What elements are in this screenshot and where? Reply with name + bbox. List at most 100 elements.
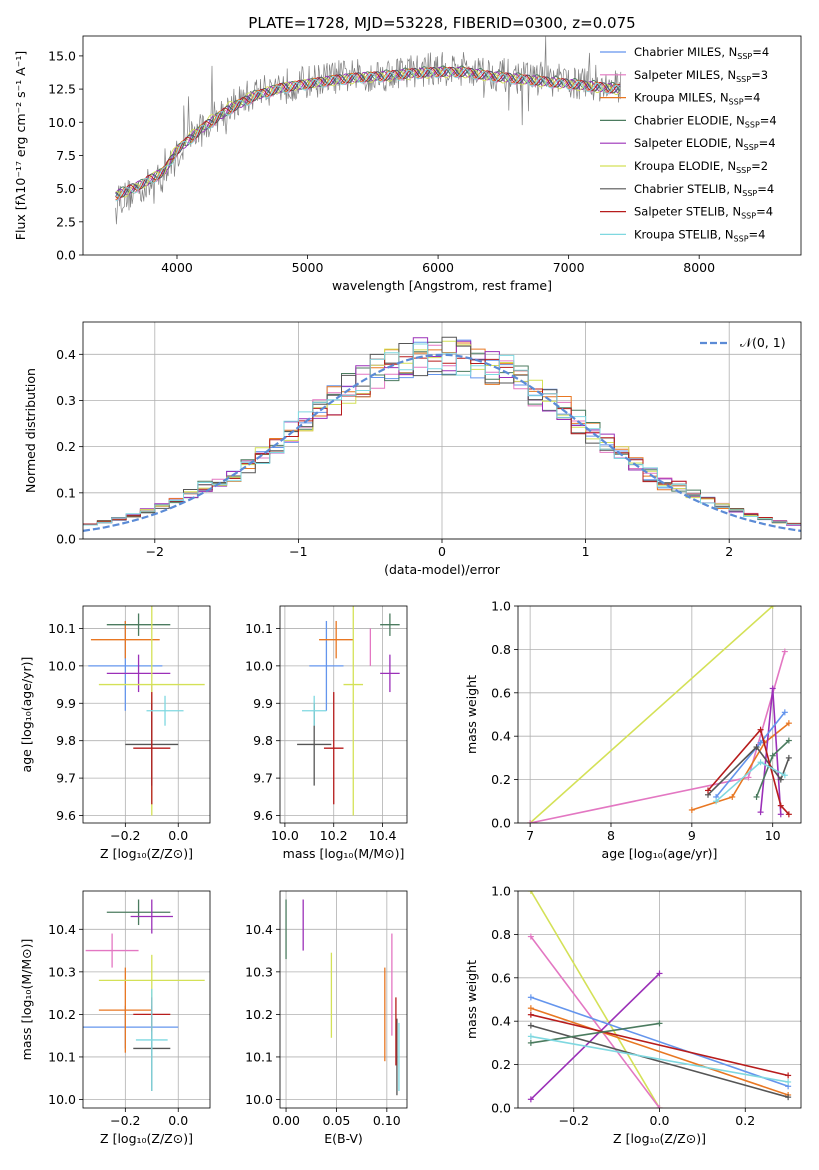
y-axis-label: Normed distribution [23,368,38,493]
x-tick-label: 2 [725,544,733,559]
y-axis-label: Flux [fλ10⁻¹⁷ erg cm⁻² s⁻¹ A⁻¹] [13,51,28,240]
model-line-9 [115,68,621,202]
y-tick-label: 10.4 [48,922,76,937]
x-tick-label: 5000 [292,260,324,275]
panel-1: 4000 5000 6000 7000 8000 0.0 2.5 5.0 7.5 10.0 12.5… [13,14,802,293]
y-tick-label: 2.5 [56,214,76,229]
x-tick-label: −1 [289,544,307,559]
panel-8-frame [517,890,802,1109]
panel-6-frame [82,890,211,1109]
error-bar-9 [135,988,168,1091]
y-tick-label: 9.9 [253,696,273,711]
x-axis-label: Z [log₁₀(Z/Z⊙)] [100,846,193,861]
panel-4-frame [279,605,408,824]
error-bar-3 [98,967,152,1053]
y-tick-label: 10.3 [245,964,273,979]
weight-line-2 [530,936,661,1108]
model-line-8 [115,66,621,199]
legend-label: Chabrier ELODIE, NSSP=4 [634,113,777,129]
legend-label: Kroupa MILES, NSSP=4 [634,91,760,107]
y-tick-label: 10.2 [245,1007,273,1022]
x-tick-label: 10.0 [271,828,299,843]
y-tick-label: 0.2 [491,772,511,787]
y-tick-label: 0.0 [491,816,511,831]
error-bar-4 [106,899,171,926]
panel-4-plot-area [297,606,400,816]
y-tick-label: 5.0 [56,181,76,196]
error-bar-5 [130,899,173,934]
y-tick-label: 0.4 [56,347,76,362]
x-tick-label: 4000 [161,260,193,275]
y-axis-label: mass weight [464,960,479,1039]
y-tick-label: 7.5 [56,148,76,163]
x-tick-label: −0.2 [110,1113,140,1128]
error-bar-1 [309,620,344,711]
panel-1-plot-area [115,36,622,225]
chart-title: PLATE=1728, MJD=53228, FIBERID=0300, z=0… [248,14,635,32]
y-tick-label: 10.0 [48,115,76,130]
y-tick-label: 9.9 [56,696,76,711]
x-tick-label: 0.0 [650,1113,670,1128]
weight-line-2 [529,651,786,823]
y-tick-label: 10.0 [48,658,76,673]
residual-histogram-9 [83,343,801,526]
error-bar-9 [301,695,327,726]
error-bar-3 [319,620,354,659]
x-tick-label: 0.00 [272,1113,300,1128]
x-tick-label: 0.0 [168,828,188,843]
error-bar-4 [106,613,171,636]
y-tick-label: 9.8 [253,733,273,748]
y-tick-label: 12.5 [48,82,76,97]
panel-5-frame [517,605,802,824]
legend-label: Kroupa STELIB, NSSP=4 [634,227,765,243]
y-tick-label: 0.8 [491,642,511,657]
y-tick-label: 0.4 [491,729,511,744]
panel-8-plot-area [527,891,792,1108]
y-tick-label: 1.0 [491,599,511,614]
legend-label: Kroupa ELODIE, NSSP=2 [634,159,768,175]
x-tick-label: 0.0 [168,1113,188,1128]
x-tick-label: 7000 [553,260,585,275]
y-tick-label: 10.4 [245,922,273,937]
y-tick-label: 10.0 [245,658,273,673]
weight-line-7 [530,1024,789,1098]
y-tick-label: 0.6 [491,685,511,700]
x-tick-label: 8 [607,828,615,843]
legend: 𝒩(0, 1) [700,335,786,350]
x-tick-label: 10.4 [369,828,397,843]
x-tick-label: −0.2 [559,1113,589,1128]
error-bar-5 [106,654,171,693]
panel-2: −2 −1 0 1 2 0.0 0.1 0.2 0.3 0.4 (data-model)/error… [23,321,802,577]
y-tick-label: 10.1 [245,1049,273,1064]
weight-line-1 [529,606,774,823]
y-tick-label: 10.2 [48,1007,76,1022]
y-tick-label: 9.8 [56,733,76,748]
weight-line-3 [691,722,790,811]
panel-7: 0.00 0.05 0.10 10.0 10.1 10.2 10.3 10.4 E(B-V) [245,890,408,1146]
panel-4: 10.0 10.2 10.4 9.6 9.7 9.8 9.9 10.0 10.1 mass [lo… [245,605,408,861]
model-line-4 [115,65,621,197]
x-axis-label: mass [log₁₀(M/M⊙)] [283,846,405,861]
x-axis-label: E(B-V) [324,1131,363,1146]
x-tick-label: 6000 [422,260,454,275]
x-tick-label: 10.2 [320,828,348,843]
legend-label: Salpeter STELIB, NSSP=4 [634,205,773,221]
y-tick-label: 9.7 [253,771,273,786]
panel-2-plot-area [83,336,801,532]
y-tick-label: 10.0 [245,1092,273,1107]
panel-5: 7 8 9 10 0.0 0.2 0.4 0.6 0.8 1.0 age [log₁₀(age/yr… [464,599,802,861]
x-tick-label: 8000 [683,260,715,275]
panel-6-plot-area [83,899,205,1091]
weight-line-3 [530,972,661,1100]
error-bar-9 [146,695,184,726]
y-tick-label: 9.7 [56,771,76,786]
error-bar-8 [323,692,344,805]
y-tick-label: 0.3 [56,393,76,408]
error-bar-2 [85,933,139,968]
legend-label: Chabrier STELIB, NSSP=4 [634,182,774,198]
y-tick-label: 0.6 [491,970,511,985]
y-tick-label: 9.6 [56,808,76,823]
weight-line-4 [530,996,789,1088]
panel-2-frame [82,321,802,540]
